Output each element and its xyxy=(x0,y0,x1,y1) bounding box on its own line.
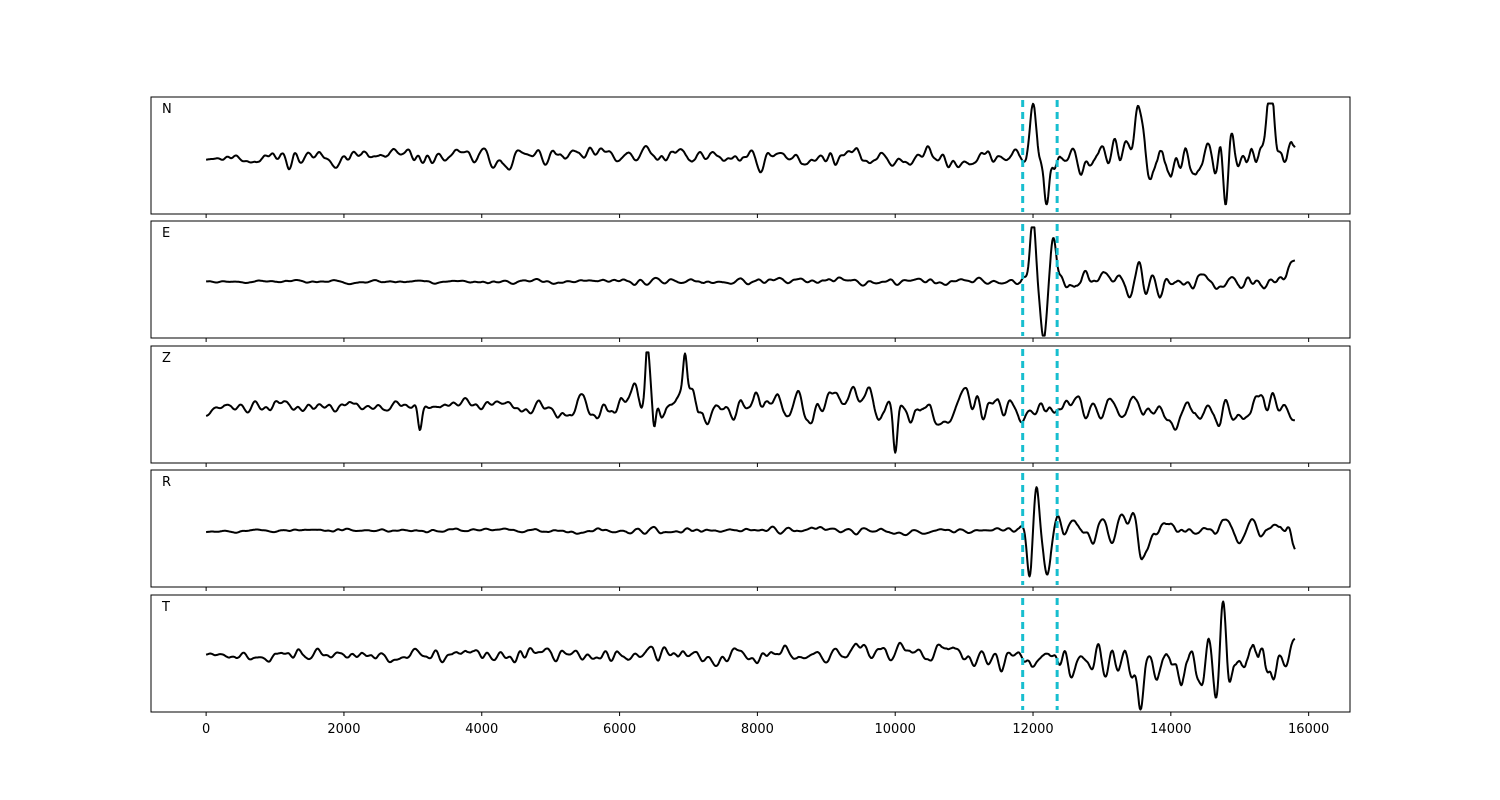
trace-n xyxy=(205,102,1296,206)
panel-frame xyxy=(150,220,1351,339)
trace-t xyxy=(205,600,1296,711)
panel-label: N xyxy=(162,102,172,117)
panel-r: R xyxy=(150,469,1351,591)
x-tick-label: 14000 xyxy=(1150,722,1191,737)
panel-frame xyxy=(150,594,1351,713)
x-tick-label: 16000 xyxy=(1288,722,1329,737)
panel-label: Z xyxy=(162,351,171,366)
panel-frame xyxy=(150,96,1351,215)
panel-e: E xyxy=(150,220,1351,342)
panel-z: Z xyxy=(150,345,1351,467)
panel-frame xyxy=(150,345,1351,464)
panel-label: E xyxy=(162,226,170,241)
x-tick-label: 2000 xyxy=(327,722,360,737)
x-tick-label: 6000 xyxy=(603,722,636,737)
panel-n: N xyxy=(150,96,1351,218)
panel-frame xyxy=(150,469,1351,588)
x-axis: 0 2000 4000 6000 8000 10000 12000 14000 16000 xyxy=(202,722,1329,737)
trace-r xyxy=(205,486,1296,578)
x-tick-label: 0 xyxy=(202,722,210,737)
x-tick-label: 12000 xyxy=(1012,722,1053,737)
panels-layer: N E Z R T xyxy=(150,96,1351,716)
x-tick-label: 8000 xyxy=(741,722,774,737)
panel-label: T xyxy=(161,600,170,615)
panel-label: R xyxy=(162,475,171,490)
panel-t: T xyxy=(150,594,1351,716)
trace-z xyxy=(205,351,1296,454)
x-tick-label: 10000 xyxy=(875,722,916,737)
x-tick-label: 4000 xyxy=(465,722,498,737)
trace-e xyxy=(205,226,1296,337)
